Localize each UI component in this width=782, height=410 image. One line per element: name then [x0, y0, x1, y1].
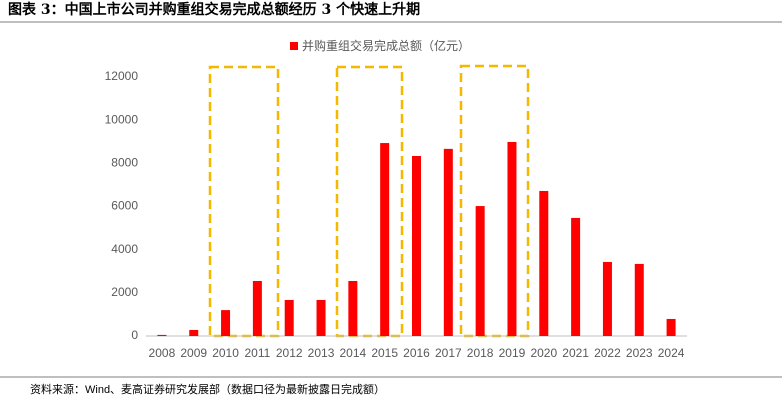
bar: [666, 318, 676, 336]
x-tick-label: 2010: [212, 346, 239, 360]
x-tick-label: 2009: [180, 346, 207, 360]
source-note: 资料来源：Wind、麦高证券研究发展部（数据口径为最新披露日完成额）: [30, 382, 385, 396]
y-tick-label: 12000: [105, 69, 139, 83]
bar: [348, 280, 358, 336]
highlight-box: [459, 64, 530, 338]
x-tick-label: 2014: [340, 346, 367, 360]
x-tick-label: 2008: [149, 346, 176, 360]
legend-label: 并购重组交易完成总额（亿元）: [302, 38, 470, 53]
x-tick-label: 2013: [308, 346, 335, 360]
bar: [316, 299, 326, 336]
x-tick-label: 2012: [276, 346, 303, 360]
legend-swatch: [290, 42, 298, 50]
bar: [475, 206, 485, 336]
y-tick-label: 6000: [111, 199, 138, 213]
y-tick-label: 2000: [111, 285, 138, 299]
bar: [252, 280, 262, 336]
x-tick-label: 2022: [594, 346, 621, 360]
x-tick-label: 2018: [467, 346, 494, 360]
bar: [634, 263, 644, 336]
x-tick-label: 2016: [403, 346, 430, 360]
x-tick-label: 2017: [435, 346, 462, 360]
bar: [284, 299, 294, 336]
x-tick-label: 2023: [626, 346, 653, 360]
highlight-box: [335, 65, 404, 338]
y-tick-label: 8000: [111, 156, 138, 170]
y-tick-label: 10000: [105, 112, 139, 126]
bar: [443, 148, 453, 336]
bar: [221, 310, 231, 336]
x-tick-label: 2019: [499, 346, 526, 360]
bar: [539, 190, 549, 336]
y-tick-label: 4000: [111, 242, 138, 256]
x-tick-label: 2015: [371, 346, 398, 360]
bar: [571, 217, 581, 336]
x-tick-label: 2024: [658, 346, 685, 360]
chart-title: 图表 3：中国上市公司并购重组交易完成总额经历 3 个快速上升期: [8, 1, 420, 18]
bar: [157, 334, 167, 336]
bar: [412, 155, 421, 336]
x-tick-label: 2011: [244, 346, 270, 360]
highlight-box: [208, 65, 280, 338]
y-tick-label: 0: [131, 328, 138, 342]
x-tick-label: 2021: [562, 346, 589, 360]
bar: [602, 261, 612, 336]
x-tick-label: 2020: [530, 346, 557, 360]
bar: [507, 141, 517, 336]
bar: [189, 329, 199, 336]
bar: [380, 143, 390, 336]
